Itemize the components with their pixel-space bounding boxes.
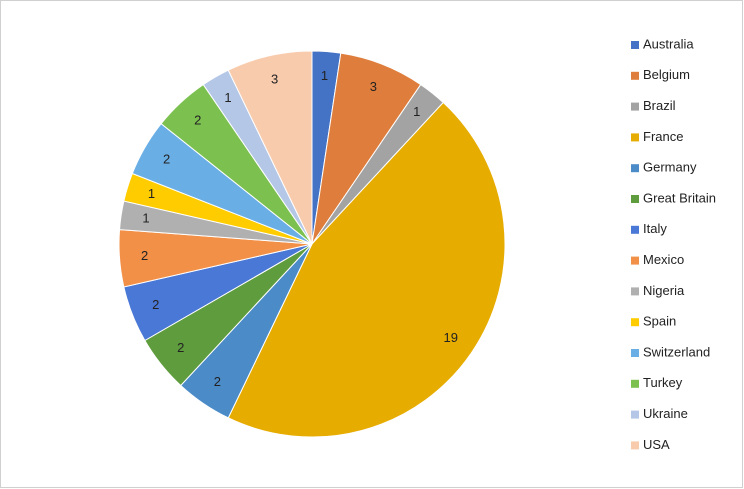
- data-label: 1: [224, 90, 231, 105]
- legend-swatch: [631, 41, 639, 49]
- legend-label: Great Britain: [643, 190, 716, 205]
- legend-label: Mexico: [643, 252, 684, 267]
- data-label: 2: [141, 248, 148, 263]
- legend-label: Nigeria: [643, 283, 685, 298]
- legend-swatch: [631, 164, 639, 173]
- data-label: 1: [148, 186, 155, 201]
- legend-swatch: [631, 379, 639, 388]
- legend-swatch: [631, 256, 639, 265]
- legend-swatch: [631, 441, 639, 450]
- legend-label: Brazil: [643, 98, 676, 113]
- legend-label: Italy: [643, 221, 667, 236]
- data-label: 19: [443, 330, 457, 345]
- legend-label: France: [643, 129, 683, 144]
- legend-label: USA: [643, 437, 670, 452]
- data-label: 2: [163, 151, 170, 166]
- pie-slice: [227, 50, 313, 245]
- data-label: 1: [413, 104, 420, 119]
- data-label: 2: [214, 374, 221, 389]
- legend-label: Belgium: [643, 67, 690, 82]
- legend-label: Turkey: [643, 375, 683, 390]
- legend-swatch: [631, 133, 639, 142]
- legend-label: Ukraine: [643, 406, 688, 421]
- legend-swatch: [631, 71, 639, 80]
- legend-label: Spain: [643, 314, 676, 329]
- data-label: 1: [321, 68, 328, 83]
- legend-swatch: [631, 195, 639, 203]
- data-label: 3: [370, 79, 377, 94]
- legend-label: Germany: [643, 160, 697, 175]
- legend-swatch: [631, 287, 639, 296]
- data-label: 2: [152, 297, 159, 312]
- data-label: 3: [271, 72, 278, 87]
- legend-swatch: [631, 349, 639, 357]
- data-label: 2: [177, 340, 184, 355]
- legend-swatch: [631, 318, 639, 327]
- legend-label: Switzerland: [643, 344, 710, 359]
- legend-label: Australia: [643, 36, 694, 51]
- data-label: 1: [142, 210, 149, 225]
- data-label: 2: [194, 112, 201, 127]
- legend-swatch: [631, 225, 639, 234]
- pie-slice: [227, 101, 506, 438]
- legend-swatch: [631, 410, 639, 419]
- legend-swatch: [631, 102, 639, 111]
